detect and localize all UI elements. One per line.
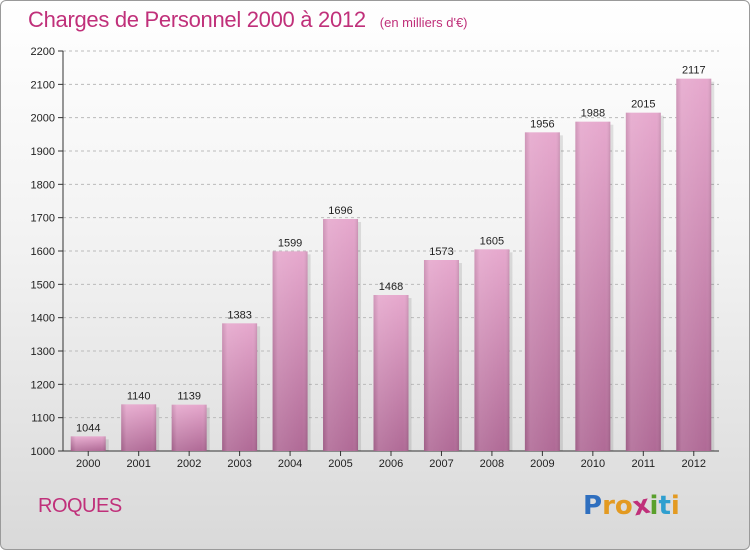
y-tick-label: 2000 xyxy=(31,113,55,125)
logo-letter: t xyxy=(658,491,671,521)
bar-value-label: 2015 xyxy=(631,99,655,111)
x-tick-label: 2004 xyxy=(278,458,302,470)
x-tick-label: 2003 xyxy=(227,458,251,470)
x-tick-label: 2002 xyxy=(177,458,201,470)
y-tick-label: 1800 xyxy=(31,179,55,191)
logo-letter: o xyxy=(614,491,633,521)
bar-value-label: 1383 xyxy=(227,309,251,321)
x-tick-label: 2001 xyxy=(126,458,150,470)
y-tick-label: 1100 xyxy=(31,413,55,425)
chart-title: Charges de Personnel 2000 à 2012 xyxy=(28,7,366,32)
logo-letter: P xyxy=(583,491,603,521)
x-tick-label: 2000 xyxy=(76,458,100,470)
label-layer: 2000 1044 2001 1140 2002 1139 2003 1383 2004 1599… xyxy=(76,65,706,470)
y-tick-label: 1900 xyxy=(31,146,55,158)
bar-shading xyxy=(323,219,359,451)
bar-shading xyxy=(121,404,157,451)
bar-shading xyxy=(373,295,409,451)
bar-value-label: 1605 xyxy=(480,235,504,247)
logo-letter: i xyxy=(670,491,680,521)
bar-value-label: 1956 xyxy=(530,118,554,130)
bar-shading xyxy=(70,436,106,451)
y-tick-label: 1700 xyxy=(31,213,55,225)
bar-value-label: 1696 xyxy=(328,205,352,217)
x-tick-label: 2007 xyxy=(429,458,453,470)
y-tick-label: 1300 xyxy=(31,346,55,358)
x-tick-label: 2010 xyxy=(581,458,605,470)
bar-value-label: 1468 xyxy=(379,281,403,293)
logo-letter: i xyxy=(649,491,659,521)
axis-layer: 1000 1100 1200 1300 1400 1500 1600 1700 1800 1900… xyxy=(31,46,719,458)
x-tick-label: 2008 xyxy=(480,458,504,470)
x-tick-label: 2012 xyxy=(682,458,706,470)
bar-value-label: 1599 xyxy=(278,237,302,249)
x-tick-label: 2005 xyxy=(328,458,352,470)
bar-shading xyxy=(222,323,258,451)
place-name: ROQUES xyxy=(38,495,122,517)
bar-layer xyxy=(70,78,715,452)
proxiti-logo: Proxiti xyxy=(583,490,680,523)
title-row: Charges de Personnel 2000 à 2012 (en mill… xyxy=(28,7,468,33)
bar-value-label: 2117 xyxy=(682,65,706,77)
y-tick-label: 1400 xyxy=(31,313,55,325)
x-tick-label: 2006 xyxy=(379,458,403,470)
bar-shading xyxy=(524,132,560,452)
bar-value-label: 1044 xyxy=(76,422,100,434)
x-tick-label: 2011 xyxy=(631,458,655,470)
bar-value-label: 1573 xyxy=(429,246,453,258)
bar-shading xyxy=(625,112,661,452)
bar-value-label: 1140 xyxy=(127,390,151,402)
chart-subtitle: (en milliers d'€) xyxy=(379,15,468,30)
y-tick-label: 1200 xyxy=(31,379,55,391)
bar-shading xyxy=(474,249,510,451)
y-tick-label: 1500 xyxy=(31,279,55,291)
y-tick-label: 2200 xyxy=(31,46,55,58)
bar-shading xyxy=(575,121,611,452)
bar-shading xyxy=(423,260,459,451)
y-tick-label: 1600 xyxy=(31,246,55,258)
logo-letter: r xyxy=(602,491,615,521)
bar-shading xyxy=(171,404,207,451)
bar-value-label: 1988 xyxy=(581,108,605,120)
bar-value-label: 1139 xyxy=(177,391,201,403)
y-tick-label: 1000 xyxy=(31,446,55,458)
bar-shading xyxy=(272,251,308,451)
x-tick-label: 2009 xyxy=(530,458,554,470)
bar-shading xyxy=(676,78,712,452)
y-tick-label: 2100 xyxy=(31,79,55,91)
